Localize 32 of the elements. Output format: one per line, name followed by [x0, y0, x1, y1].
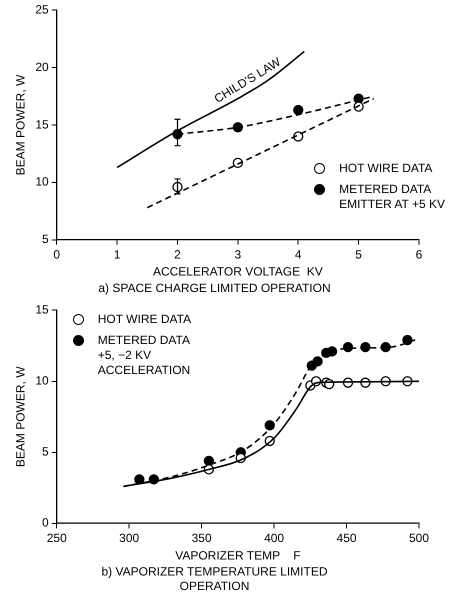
x-axis-title: ACCELERATOR VOLTAGE KV — [152, 264, 323, 279]
y-tick-label: 0 — [42, 516, 50, 530]
x-tick-label: 350 — [192, 530, 212, 545]
x-tick-label: 0 — [53, 247, 60, 262]
y-axis-title: BEAM POWER, W — [14, 74, 28, 176]
x-tick-label: 2 — [174, 247, 182, 262]
x-tick-label: 3 — [234, 247, 242, 262]
y-tick-label: 10 — [35, 174, 50, 189]
x-tick-label: 6 — [416, 247, 423, 262]
y-tick-label: 20 — [35, 60, 50, 74]
text: b) VAPORIZER TEMPERATURE LIMITED OPERATION — [101, 564, 328, 594]
y-tick-label: 15 — [35, 302, 50, 317]
x-tick-label: 450 — [336, 530, 357, 545]
x-tick-label: 250 — [46, 530, 68, 545]
y-tick-label: 25 — [35, 2, 50, 17]
legend-label: METERED DATA +5, −2 KV ACCELERATION — [98, 333, 190, 378]
y-tick-label: 15 — [35, 117, 50, 132]
y-tick-label: 5 — [42, 444, 50, 459]
legend-label: HOT WIRE DATA — [98, 312, 192, 328]
x-tick-label: 1 — [114, 247, 121, 262]
x-tick-label: 400 — [264, 530, 284, 545]
y-axis-title: BEAM POWER, W — [14, 366, 28, 468]
y-tick-label: 5 — [42, 232, 50, 246]
x-tick-label: 5 — [355, 247, 362, 262]
x-axis-title: VAPORIZER TEMP F — [175, 548, 301, 562]
x-tick-label: 300 — [119, 530, 140, 545]
legend-label: METERED DATA EMITTER AT +5 KV — [339, 182, 445, 212]
y-tick-label: 10 — [35, 374, 50, 388]
text: a) SPACE CHARGE LIMITED OPERATION — [98, 281, 331, 296]
legend-label: HOT WIRE DATA — [339, 160, 432, 176]
x-tick-label: 4 — [294, 247, 302, 262]
x-tick-label: 500 — [408, 530, 430, 545]
